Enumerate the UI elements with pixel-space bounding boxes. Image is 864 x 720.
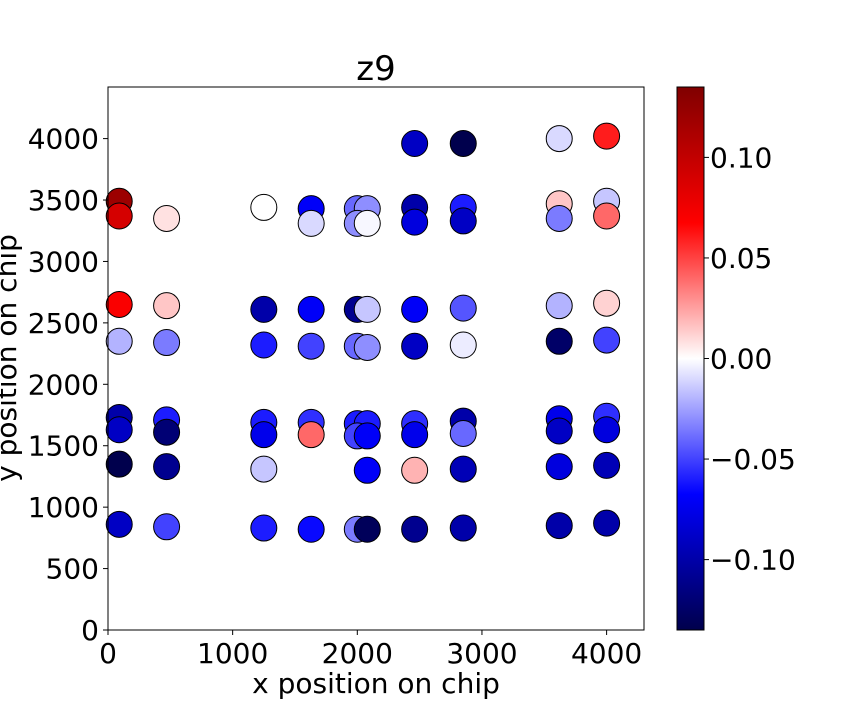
data-point bbox=[250, 514, 278, 542]
data-point bbox=[545, 204, 573, 232]
data-point bbox=[105, 416, 133, 444]
colorbar bbox=[676, 86, 705, 631]
data-point bbox=[250, 455, 278, 483]
data-point bbox=[401, 208, 429, 236]
y-axis-ticks: 0 500 1000 1500 2000 2500 3000 3500 4000 bbox=[28, 123, 108, 647]
data-point bbox=[545, 453, 573, 481]
data-point bbox=[105, 202, 133, 230]
data-point bbox=[545, 417, 573, 445]
data-point bbox=[545, 125, 573, 153]
data-point bbox=[353, 209, 381, 237]
data-point bbox=[545, 292, 573, 320]
colorbar-tick-label: 0.05 bbox=[710, 242, 772, 275]
data-point bbox=[593, 202, 621, 230]
data-point bbox=[250, 331, 278, 359]
data-point bbox=[401, 515, 429, 543]
data-point bbox=[250, 193, 278, 221]
x-tick-label: 1000 bbox=[197, 637, 268, 670]
data-point bbox=[449, 331, 477, 359]
y-tick-label: 500 bbox=[46, 553, 99, 586]
data-point bbox=[297, 209, 325, 237]
x-tick-label: 2000 bbox=[322, 637, 393, 670]
data-point bbox=[545, 512, 573, 540]
y-tick-label: 0 bbox=[81, 614, 99, 647]
data-points bbox=[105, 122, 621, 543]
data-point bbox=[353, 515, 381, 543]
data-point bbox=[401, 295, 429, 323]
colorbar-tick-label: −0.05 bbox=[710, 443, 796, 476]
data-point bbox=[153, 204, 181, 232]
colorbar-tick-label: −0.10 bbox=[710, 544, 796, 577]
colorbar-tick-label: 0.00 bbox=[710, 343, 772, 376]
colorbar-ticks: 0.10 0.05 0.00 −0.05 −0.10 bbox=[704, 141, 796, 577]
data-point bbox=[593, 289, 621, 317]
data-point bbox=[449, 130, 477, 158]
data-point bbox=[153, 453, 181, 481]
y-tick-label: 3000 bbox=[28, 245, 99, 278]
data-point bbox=[297, 515, 325, 543]
data-point bbox=[449, 207, 477, 235]
data-point bbox=[105, 290, 133, 318]
data-point bbox=[593, 451, 621, 479]
y-tick-label: 1000 bbox=[28, 491, 99, 524]
data-point bbox=[449, 294, 477, 322]
data-point bbox=[593, 416, 621, 444]
data-point bbox=[449, 455, 477, 483]
y-axis-label: y position on chip bbox=[0, 234, 23, 482]
data-point bbox=[153, 513, 181, 541]
data-point bbox=[401, 332, 429, 360]
data-point bbox=[401, 456, 429, 484]
y-tick-label: 1500 bbox=[28, 430, 99, 463]
data-point bbox=[545, 327, 573, 355]
data-point bbox=[153, 418, 181, 446]
y-tick-label: 4000 bbox=[28, 123, 99, 156]
data-point bbox=[105, 450, 133, 478]
data-point bbox=[105, 327, 133, 355]
x-tick-label: 3000 bbox=[446, 637, 517, 670]
data-point bbox=[593, 326, 621, 354]
data-point bbox=[250, 421, 278, 449]
data-point bbox=[250, 295, 278, 323]
data-point bbox=[297, 295, 325, 323]
x-axis-label: x position on chip bbox=[252, 667, 500, 700]
data-point bbox=[401, 130, 429, 158]
data-point bbox=[449, 514, 477, 542]
chart-title: z9 bbox=[356, 49, 395, 89]
data-point bbox=[353, 295, 381, 323]
data-point bbox=[449, 419, 477, 447]
data-point bbox=[593, 122, 621, 150]
data-point bbox=[153, 329, 181, 357]
data-point bbox=[401, 421, 429, 449]
plot-frame bbox=[107, 86, 645, 631]
data-point bbox=[353, 456, 381, 484]
data-point bbox=[105, 510, 133, 538]
data-point bbox=[353, 422, 381, 450]
x-tick-label: 4000 bbox=[571, 637, 642, 670]
data-point bbox=[593, 509, 621, 537]
x-tick-label: 0 bbox=[99, 637, 117, 670]
data-point bbox=[153, 292, 181, 320]
x-axis-ticks: 0 1000 2000 3000 4000 bbox=[99, 630, 642, 670]
colorbar-tick-label: 0.10 bbox=[710, 141, 772, 174]
data-point bbox=[297, 421, 325, 449]
y-tick-label: 2000 bbox=[28, 368, 99, 401]
y-tick-label: 3500 bbox=[28, 184, 99, 217]
y-tick-label: 2500 bbox=[28, 307, 99, 340]
data-point bbox=[353, 333, 381, 361]
data-point bbox=[297, 332, 325, 360]
